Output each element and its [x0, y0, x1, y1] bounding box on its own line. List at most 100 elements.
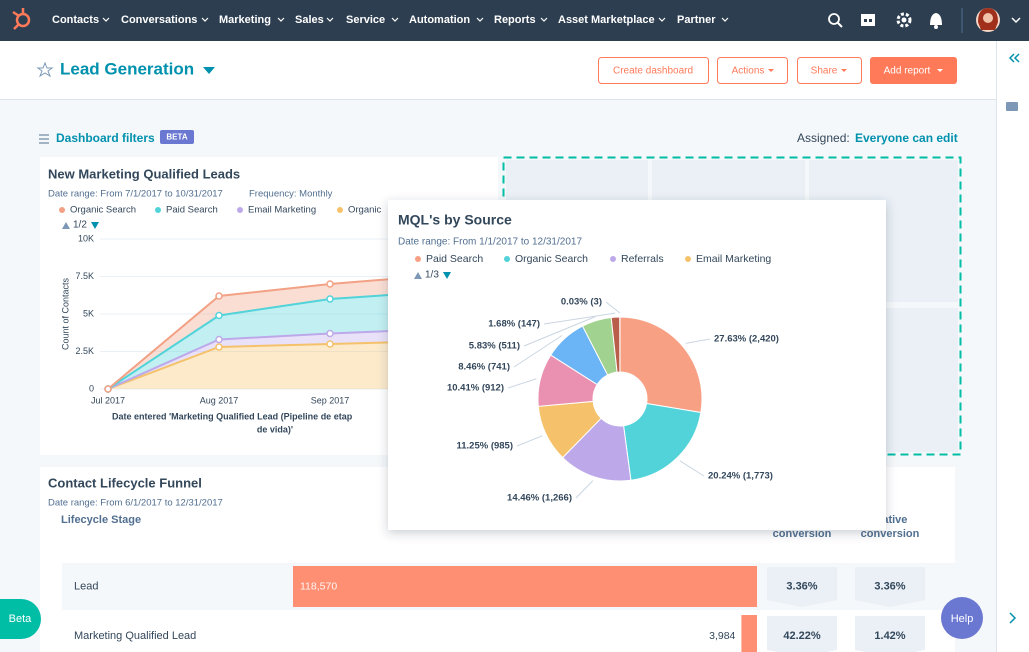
data-label: 5.83% (511) — [469, 341, 520, 352]
right-sidebar — [996, 41, 1029, 652]
share-button[interactable]: Share — [797, 57, 862, 84]
series-line — [107, 328, 442, 390]
avatar[interactable] — [976, 8, 1000, 32]
data-label: 8.46% (741) — [458, 362, 510, 373]
nav-item[interactable]: Contacts — [52, 14, 99, 26]
button-label[interactable]: Create dashboard — [613, 66, 693, 77]
notifications-icon[interactable] — [930, 13, 942, 29]
logo[interactable] — [12, 8, 31, 30]
area-band — [108, 291, 441, 389]
nav-item[interactable]: Service — [346, 14, 385, 26]
pager-prev[interactable] — [62, 222, 70, 229]
help-button[interactable]: Help — [941, 597, 983, 639]
help-button-label[interactable]: Help — [951, 613, 974, 625]
leader-line — [543, 312, 616, 325]
data-label: 27.63% (2,420) — [714, 334, 779, 345]
actions-button[interactable]: Actions — [717, 57, 788, 84]
settings-icon[interactable] — [896, 12, 912, 28]
funnel-bar — [293, 566, 757, 607]
dashboard-filters[interactable]: Dashboard filters — [56, 131, 155, 145]
conversion-value: 3.36% — [786, 580, 817, 592]
avatar-caret[interactable] — [1011, 17, 1021, 24]
data-point — [326, 295, 334, 303]
legend-marker — [59, 207, 65, 213]
beta-button[interactable]: Beta — [0, 599, 41, 639]
marketplace-icon[interactable] — [861, 14, 875, 26]
stage-label: Marketing Qualified Lead — [74, 630, 196, 642]
title-caret[interactable] — [203, 67, 215, 74]
assigned-value[interactable]: Everyone can edit — [855, 131, 958, 145]
leader-line — [575, 480, 594, 499]
data-point — [326, 329, 334, 338]
pie-slice — [623, 402, 702, 481]
legend-label: Organic Search — [515, 253, 588, 265]
nav-caret[interactable] — [391, 17, 399, 22]
nav-item[interactable]: Marketing — [219, 14, 271, 26]
collapse-icon[interactable] — [1008, 53, 1020, 63]
nav-caret[interactable] — [277, 17, 285, 22]
leader-line — [513, 335, 563, 368]
legend-marker — [415, 256, 421, 262]
nav-item[interactable]: Partner — [677, 14, 716, 26]
column-header: Lifecycle Stage — [61, 514, 141, 526]
data-point — [215, 335, 223, 344]
nav-caret[interactable] — [658, 17, 666, 22]
search-icon[interactable] — [828, 13, 843, 28]
nav-item[interactable]: Asset Marketplace — [558, 14, 655, 26]
y-tick-label: 5K — [83, 308, 94, 318]
create-dashboard-button[interactable]: Create dashboard — [598, 57, 709, 84]
area-chart: Organic Search Paid Search Email Marketing… — [59, 205, 498, 434]
x-axis-label: Date entered 'Marketing Qualified Lead (… — [112, 411, 353, 421]
nav-caret[interactable] — [201, 17, 209, 22]
leader-line — [516, 435, 543, 447]
legend-label: Referrals — [621, 253, 664, 265]
nav-item[interactable]: Reports — [494, 14, 536, 26]
nav-item[interactable]: Sales — [295, 14, 324, 26]
nav-item[interactable]: Conversations — [121, 14, 197, 26]
expand-icon[interactable] — [1009, 612, 1017, 624]
pager-next[interactable] — [443, 272, 451, 279]
pager-next[interactable] — [91, 222, 99, 229]
data-point — [215, 311, 223, 320]
nav-caret[interactable] — [476, 17, 484, 22]
leader-line — [507, 378, 537, 389]
leader-line — [523, 316, 596, 347]
leader-line — [605, 301, 621, 314]
card-title: New Marketing Qualified Leads — [48, 166, 240, 181]
stage-label: Lead — [74, 580, 98, 592]
chat-icon[interactable] — [1006, 102, 1018, 111]
data-label: 10.41% (912) — [447, 383, 504, 394]
nav-caret[interactable] — [540, 17, 548, 22]
value-label: 118,570 — [300, 580, 337, 592]
conversion-value: 1.42% — [874, 630, 905, 642]
button-label[interactable]: Add report — [884, 66, 931, 77]
button-label[interactable]: Share — [811, 66, 838, 77]
x-axis-label: de vida)' — [257, 424, 293, 434]
pager-text: 1/2 — [73, 220, 87, 231]
favorite-star[interactable] — [36, 61, 54, 78]
nav-caret[interactable] — [721, 17, 729, 22]
card-subtitle: Date range: From 7/1/2017 to 10/31/2017 — [48, 189, 223, 200]
legend-marker — [155, 207, 161, 213]
data-label: 11.25% (985) — [456, 441, 513, 452]
nav-caret[interactable] — [102, 17, 110, 22]
leader-line — [685, 338, 711, 344]
filters-icon[interactable] — [39, 134, 49, 144]
assigned-label: Assigned: — [797, 131, 850, 145]
nav-caret[interactable] — [326, 17, 334, 22]
pie-slice — [619, 316, 703, 414]
legend-label: Paid Search — [426, 253, 483, 265]
beta-button-label[interactable]: Beta — [9, 613, 33, 625]
funnel-chart: Lead 118,570 3.36% 3.36% Marketing Qualified… — [62, 563, 955, 652]
pager-prev[interactable] — [414, 272, 422, 279]
add-report-button[interactable]: Add report — [870, 57, 957, 84]
data-point — [215, 343, 223, 351]
legend-label: Organic Search — [70, 205, 136, 216]
nav-item[interactable]: Automation — [409, 14, 470, 26]
dashboard-title[interactable]: Lead Generation — [60, 59, 194, 78]
data-point — [104, 385, 112, 393]
x-tick-label: Sep 2017 — [311, 395, 350, 405]
button-label[interactable]: Actions — [732, 66, 765, 77]
